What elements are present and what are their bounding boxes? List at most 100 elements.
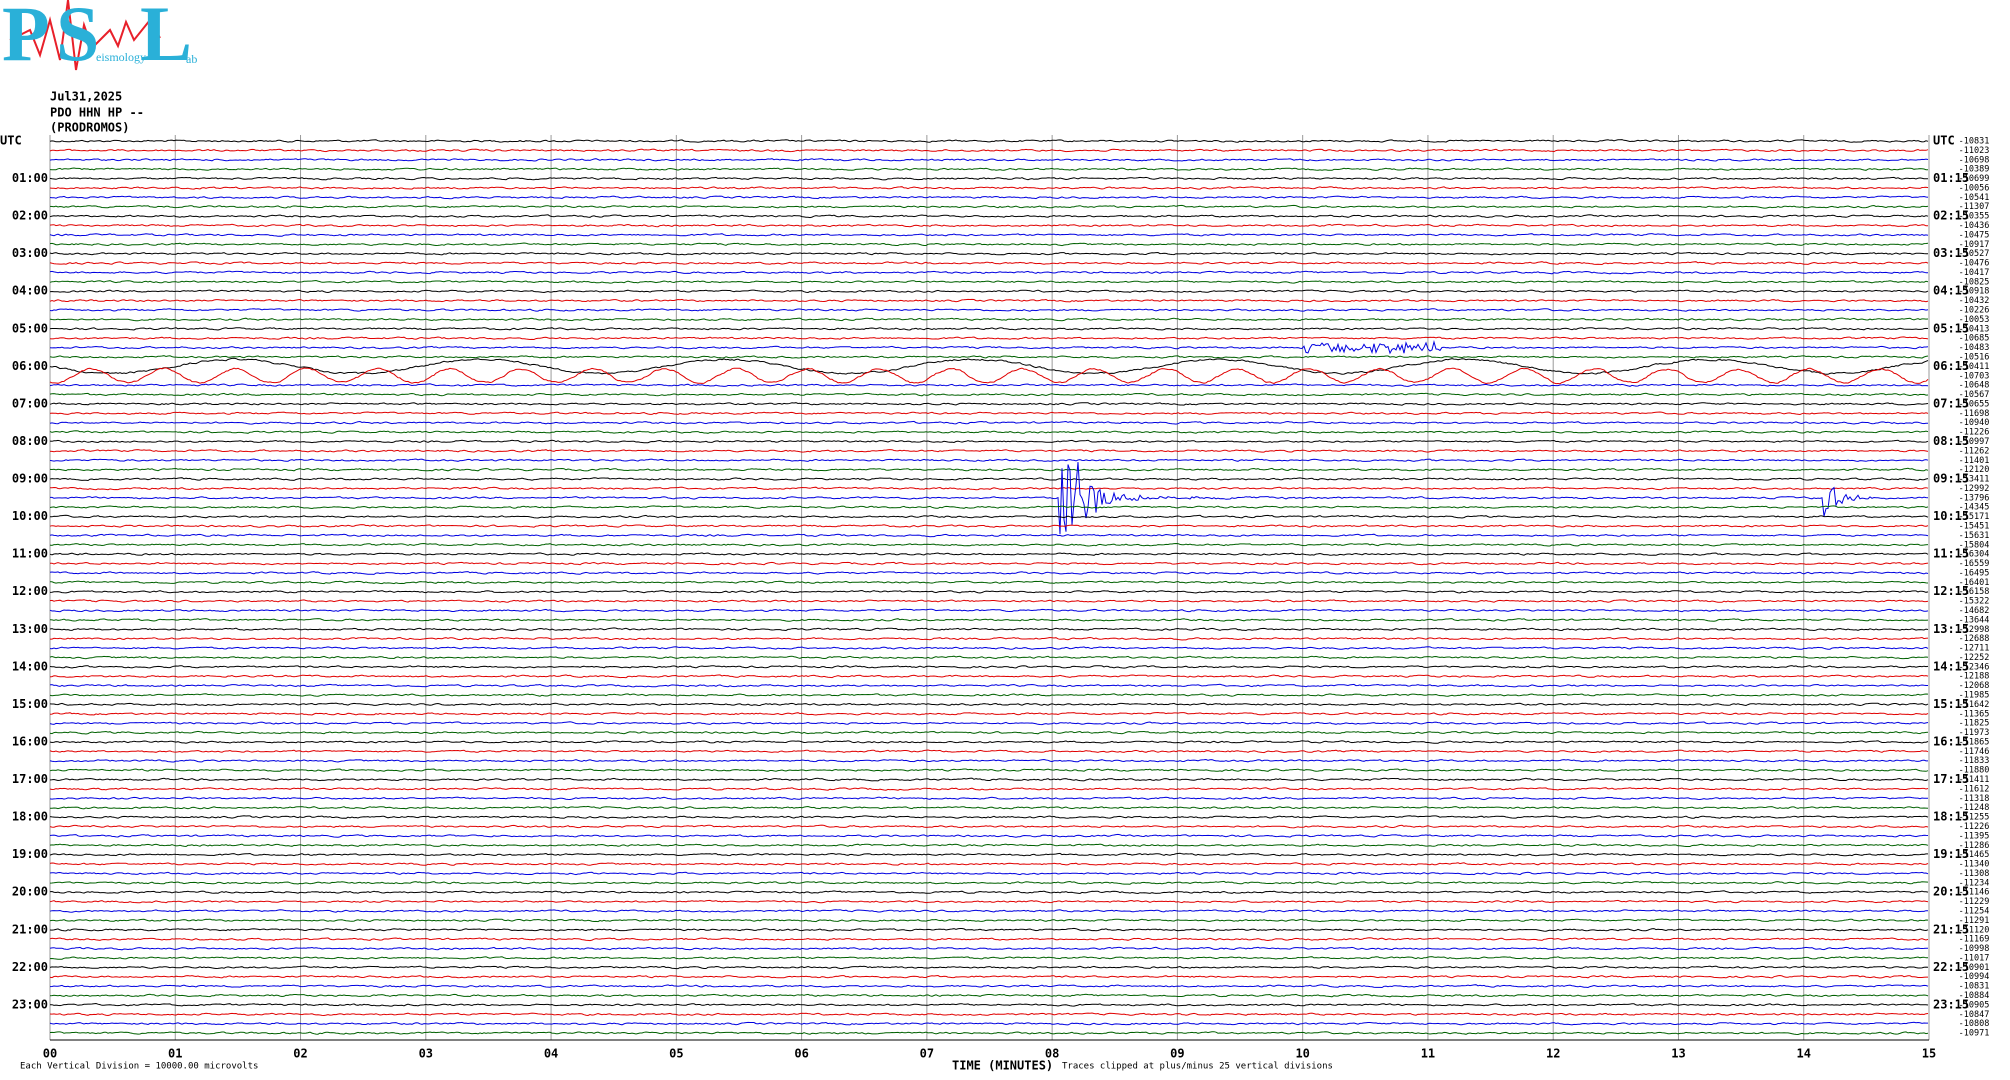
- trace: [49, 402, 1929, 406]
- row-value: -11229: [1959, 897, 1990, 907]
- left-time: 01:00: [12, 171, 48, 185]
- left-time: 08:00: [12, 434, 48, 448]
- trace: [49, 552, 1929, 556]
- trace: [49, 279, 1929, 284]
- trace: [49, 956, 1928, 960]
- row-value: -11825: [1959, 719, 1990, 729]
- trace: [49, 674, 1929, 679]
- trace: [49, 195, 1929, 200]
- trace: [49, 289, 1929, 294]
- clip-note: Traces clipped at plus/minus 25 vertical…: [1062, 1062, 1333, 1072]
- row-value: -10997: [1959, 437, 1990, 447]
- right-time: 21:15: [1933, 922, 1969, 936]
- row-value: -11833: [1959, 756, 1990, 766]
- row-value: -15804: [1959, 540, 1990, 550]
- trace: [49, 927, 1929, 932]
- x-label: 11: [1421, 1047, 1435, 1061]
- trace: [49, 852, 1928, 857]
- trace: [49, 909, 1928, 913]
- row-value: -10971: [1959, 1029, 1990, 1039]
- row-value: -13644: [1959, 615, 1990, 625]
- right-time: 02:15: [1933, 209, 1969, 223]
- trace: [49, 646, 1929, 650]
- x-label: 08: [1045, 1047, 1059, 1061]
- row-value: -11612: [1959, 784, 1990, 794]
- row-value: -16158: [1959, 587, 1990, 597]
- right-time: 08:15: [1933, 434, 1969, 448]
- row-value: -11226: [1959, 428, 1990, 438]
- row-value: -11308: [1959, 869, 1990, 879]
- row-value: -10699: [1959, 174, 1990, 184]
- row-value: -11395: [1959, 831, 1990, 841]
- row-value: -10655: [1959, 399, 1990, 409]
- row-value: -11255: [1959, 813, 1990, 823]
- trace: [49, 580, 1929, 585]
- trace: [49, 1012, 1929, 1017]
- trace: [49, 251, 1929, 256]
- row-value: -16559: [1959, 559, 1990, 569]
- trace: [49, 139, 1929, 143]
- row-value: -12998: [1959, 625, 1990, 635]
- left-time: 05:00: [12, 321, 48, 335]
- right-time: 19:15: [1933, 847, 1969, 861]
- trace: [49, 233, 1929, 237]
- trace: [50, 1002, 1929, 1007]
- trace: [49, 815, 1929, 819]
- trace: [49, 336, 1929, 341]
- row-value: -10411: [1959, 362, 1990, 372]
- row-value: -10884: [1959, 991, 1990, 1001]
- row-value: -10056: [1959, 183, 1990, 193]
- logo-letter: L: [140, 0, 192, 77]
- trace: [49, 458, 1929, 462]
- trace: [49, 711, 1929, 716]
- row-value: -14682: [1959, 606, 1990, 616]
- row-value: -11286: [1959, 841, 1990, 851]
- row-value: -12992: [1959, 484, 1990, 494]
- row-value: -10389: [1959, 165, 1990, 175]
- trace: [49, 740, 1929, 744]
- x-label: 05: [669, 1047, 683, 1061]
- left-time: 22:00: [12, 960, 48, 974]
- row-value: -11880: [1959, 766, 1990, 776]
- row-value: -12711: [1959, 644, 1990, 654]
- trace: [49, 430, 1929, 434]
- x-label: 01: [168, 1047, 182, 1061]
- left-time: 02:00: [12, 209, 48, 223]
- row-value: -11226: [1959, 822, 1990, 832]
- row-value: -12688: [1959, 634, 1990, 644]
- trace: [49, 608, 1929, 613]
- row-value: -11291: [1959, 916, 1990, 926]
- x-label: 03: [419, 1047, 433, 1061]
- x-label: 00: [43, 1047, 57, 1061]
- x-label: 10: [1295, 1047, 1309, 1061]
- left-time: 20:00: [12, 885, 48, 899]
- left-time: 14:00: [12, 659, 48, 673]
- trace: [49, 571, 1929, 575]
- row-value: -10940: [1959, 418, 1990, 428]
- row-value: -11401: [1959, 456, 1990, 466]
- right-time: 17:15: [1933, 772, 1969, 786]
- row-value: -10998: [1959, 944, 1990, 954]
- logo-letter: S: [56, 0, 99, 77]
- row-value: -15171: [1959, 512, 1990, 522]
- right-time: UTC: [1933, 134, 1955, 148]
- row-value: -12120: [1959, 465, 1990, 475]
- left-time: 23:00: [12, 997, 48, 1011]
- trace: [49, 339, 1929, 355]
- row-value: -10567: [1959, 390, 1990, 400]
- row-value: -10516: [1959, 352, 1990, 362]
- row-value: -10901: [1959, 963, 1990, 973]
- trace: [49, 524, 1929, 528]
- trace: [49, 367, 1929, 385]
- row-value: -11262: [1959, 446, 1990, 456]
- left-time: 09:00: [12, 472, 48, 486]
- left-time: 11:00: [12, 547, 48, 561]
- row-value: -15631: [1959, 531, 1990, 541]
- left-time: 17:00: [12, 772, 48, 786]
- row-value: -10226: [1959, 306, 1990, 316]
- trace: [49, 533, 1929, 538]
- trace: [49, 627, 1929, 632]
- trace: [49, 721, 1929, 726]
- right-time: 11:15: [1933, 547, 1969, 561]
- trace: [49, 796, 1928, 801]
